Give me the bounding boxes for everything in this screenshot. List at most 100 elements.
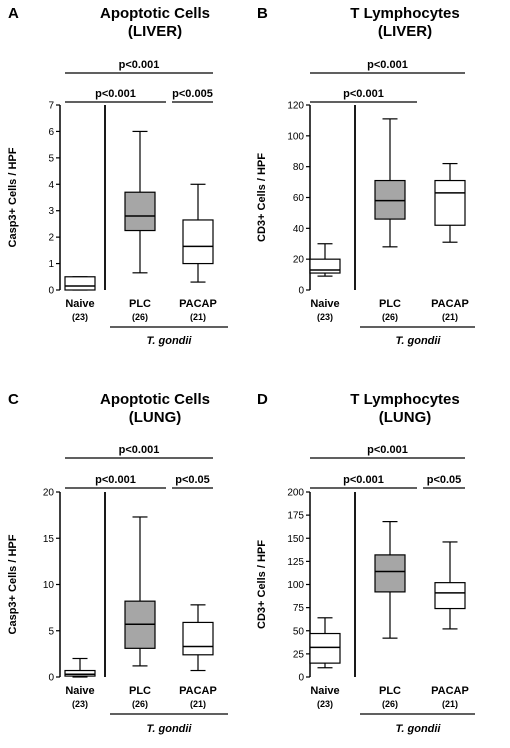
y-tick-label: 0 <box>48 286 54 297</box>
significance-label: p<0.001 <box>367 444 408 456</box>
box-plc <box>124 516 156 667</box>
sample-size-label: (21) <box>442 699 458 709</box>
sample-size-label: (21) <box>190 699 206 709</box>
y-tick-label: 75 <box>293 603 305 614</box>
sample-size-label: (23) <box>72 699 88 709</box>
category-label: PLC <box>379 685 401 697</box>
iqr-box <box>64 669 96 677</box>
y-tick-label: 20 <box>293 255 305 266</box>
box-pacap <box>434 541 466 630</box>
y-tick-label: 100 <box>287 131 304 142</box>
significance-label: p<0.05 <box>427 474 462 486</box>
box-pacap <box>182 604 214 672</box>
category-label: Naive <box>310 685 339 697</box>
sample-size-label: (26) <box>382 699 398 709</box>
iqr-box <box>182 621 214 656</box>
group-label: T. gondii <box>395 335 441 347</box>
sample-size-label: (26) <box>132 699 148 709</box>
category-label: PACAP <box>179 298 217 310</box>
iqr-box <box>309 632 341 664</box>
iqr-box <box>434 582 466 610</box>
group-label: T. gondii <box>395 723 441 735</box>
significance-label: p<0.001 <box>95 88 136 100</box>
y-tick-label: 50 <box>293 626 305 637</box>
panel-letter: B <box>257 5 268 22</box>
y-tick-label: 5 <box>48 626 54 637</box>
y-tick-label: 3 <box>48 206 54 217</box>
sample-size-label: (26) <box>132 312 148 322</box>
y-tick-label: 150 <box>287 534 304 545</box>
category-label: PLC <box>379 298 401 310</box>
panel-letter: C <box>8 391 19 408</box>
category-label: PACAP <box>431 685 469 697</box>
panel-letter: D <box>257 391 268 408</box>
y-tick-label: 120 <box>287 101 304 112</box>
y-tick-label: 1 <box>48 259 54 270</box>
box-naive <box>64 276 96 291</box>
chart-subtitle: (LIVER) <box>378 23 432 40</box>
y-tick-label: 0 <box>298 286 304 297</box>
category-label: PACAP <box>179 685 217 697</box>
box-naive <box>309 243 341 277</box>
chart-title: T Lymphocytes <box>350 5 459 22</box>
y-tick-label: 10 <box>43 580 55 591</box>
iqr-box <box>64 276 96 291</box>
panel-d: D T Lymphocytes(LUNG) 0 25 50 75 100 125 150 175 2… <box>256 391 475 735</box>
box-naive <box>64 657 96 678</box>
significance-label: p<0.05 <box>175 474 210 486</box>
y-tick-label: 6 <box>48 127 54 138</box>
y-tick-label: 0 <box>298 673 304 684</box>
group-label: T. gondii <box>146 723 192 735</box>
box-naive <box>309 617 341 669</box>
significance-label: p<0.001 <box>119 444 160 456</box>
y-tick-label: 60 <box>293 193 305 204</box>
y-tick-label: 80 <box>293 162 305 173</box>
chart-title: T Lymphocytes <box>350 391 459 408</box>
iqr-box <box>374 179 406 220</box>
category-label: Naive <box>310 298 339 310</box>
y-tick-label: 2 <box>48 233 54 244</box>
category-label: PLC <box>129 298 151 310</box>
y-tick-label: 25 <box>293 649 305 660</box>
box-plc <box>374 520 406 639</box>
box-plc <box>124 130 156 274</box>
significance-label: p<0.001 <box>343 88 384 100</box>
y-tick-label: 20 <box>43 488 55 499</box>
y-tick-label: 100 <box>287 580 304 591</box>
group-label: T. gondii <box>146 335 192 347</box>
y-tick-label: 200 <box>287 488 304 499</box>
sample-size-label: (21) <box>442 312 458 322</box>
panel-c: C Apoptotic Cells(LUNG) 0 5 10 15 20 Casp3+ Cel… <box>7 391 228 735</box>
y-tick-label: 15 <box>43 534 55 545</box>
box-pacap <box>434 162 466 243</box>
category-label: PACAP <box>431 298 469 310</box>
panel-letter: A <box>8 5 19 22</box>
y-tick-label: 5 <box>48 153 54 164</box>
y-axis-label: CD3+ Cells / HPF <box>256 153 268 242</box>
sample-size-label: (23) <box>317 312 333 322</box>
sample-size-label: (23) <box>317 699 333 709</box>
y-tick-label: 40 <box>293 224 305 235</box>
significance-label: p<0.001 <box>95 474 136 486</box>
y-tick-label: 0 <box>48 673 54 684</box>
category-label: PLC <box>129 685 151 697</box>
panel-b: B T Lymphocytes(LIVER) 0 20 40 60 80 100 120 CD3+… <box>256 5 475 347</box>
significance-label: p<0.001 <box>119 59 160 71</box>
iqr-box <box>182 219 214 265</box>
iqr-box <box>434 179 466 226</box>
box-pacap <box>182 183 214 283</box>
chart-title: Apoptotic Cells <box>100 5 210 22</box>
box-plc <box>374 118 406 248</box>
y-axis-label: Casp3+ Cells / HPF <box>7 147 19 247</box>
sample-size-label: (21) <box>190 312 206 322</box>
category-label: Naive <box>65 685 94 697</box>
category-label: Naive <box>65 298 94 310</box>
significance-label: p<0.001 <box>343 474 384 486</box>
y-axis-label: CD3+ Cells / HPF <box>256 540 268 629</box>
chart-title: Apoptotic Cells <box>100 391 210 408</box>
panel-a: A Apoptotic Cells(LIVER) 0 1 2 3 4 5 6 7 Casp3+ Ce… <box>7 5 228 347</box>
y-tick-label: 125 <box>287 557 304 568</box>
chart-subtitle: (LUNG) <box>379 409 432 426</box>
iqr-box <box>309 258 341 274</box>
